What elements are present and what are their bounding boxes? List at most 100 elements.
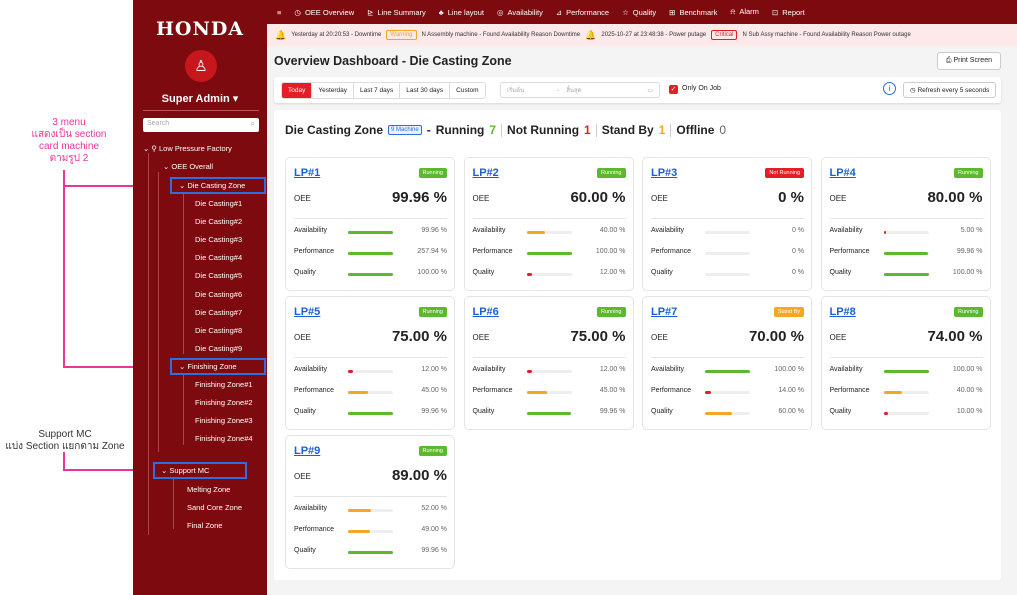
nav-item[interactable]: ⍾ Alarm — [730, 7, 759, 17]
chevron-down-icon: ⌄ — [163, 162, 170, 171]
alert-message[interactable]: N Assembly machine - Found Availability … — [421, 32, 581, 38]
user-name: Super Admin — [161, 93, 230, 105]
range-last-30-days[interactable]: Last 30 days — [400, 83, 451, 98]
tree-item-die-casting-zone[interactable]: ⌄ Die Casting Zone — [179, 181, 245, 190]
tree-item-finishing[interactable]: Finishing Zone#3 — [195, 416, 253, 425]
machine-link[interactable]: LP#3 — [651, 167, 678, 179]
alert-message[interactable]: N Sub Assy machine - Found Availability … — [742, 32, 911, 38]
divider — [294, 357, 447, 358]
oee-label: OEE — [651, 333, 668, 342]
caret-down-icon: ▾ — [232, 93, 239, 105]
nav-item[interactable]: ◎ Availability — [497, 8, 543, 17]
machine-link[interactable]: LP#6 — [472, 306, 499, 318]
tree-item-die-casting[interactable]: Die Casting#4 — [195, 253, 243, 262]
availability-bar-fill — [348, 370, 354, 373]
nav-icon: ♣ — [438, 7, 444, 17]
zone-panel: Die Casting Zone 9 Machine - Running 7 N… — [274, 110, 1001, 580]
menu-annotation: 3 menu แสดงเป็น section card machine ตาม… — [10, 117, 128, 165]
connector-line — [63, 366, 170, 368]
tree-item-factory[interactable]: ⌄ ⚲ Low Pressure Factory — [143, 144, 232, 153]
machine-card[interactable]: LP#2 Running OEE 60.00 % Availability 40.00 %… — [463, 157, 634, 291]
user-menu[interactable]: Super Admin ▾ — [133, 92, 267, 105]
nav-item[interactable]: ⊿ Performance — [556, 8, 609, 17]
nav-item[interactable]: ⊡ Report — [772, 8, 805, 17]
tree-item-die-casting[interactable]: Die Casting#3 — [195, 235, 243, 244]
nav-item[interactable]: ◷ OEE Overview — [294, 8, 354, 17]
performance-row: Performance 49.00 % — [294, 526, 447, 536]
tree-item-die-casting[interactable]: Die Casting#8 — [195, 326, 243, 335]
refresh-button[interactable]: ◷ Refresh every 5 seconds — [903, 82, 997, 98]
sidebar-search-input[interactable]: Search ⌕ — [143, 118, 259, 132]
machine-card[interactable]: LP#5 Running OEE 75.00 % Availability 12.00 %… — [285, 296, 455, 430]
nav-item[interactable]: ≡ — [277, 8, 281, 17]
sidebar: HONDA ♙ Super Admin ▾ Search ⌕ ⌄ ⚲ Low Pr… — [133, 0, 267, 595]
quality-row: Quality 12.00 % — [473, 269, 626, 279]
nav-item[interactable]: ⊞ Benchmark — [669, 8, 717, 17]
tree-item-support[interactable]: Melting Zone — [187, 485, 231, 494]
quality-value: 100.00 % — [417, 269, 447, 276]
quality-row: Quality 100.00 % — [294, 269, 447, 279]
machine-card[interactable]: LP#7 Stand By OEE 70.00 % Availability 100.00… — [642, 296, 812, 430]
tree-item-die-casting[interactable]: Die Casting#1 — [195, 199, 243, 208]
tree-item-support[interactable]: Sand Core Zone — [187, 503, 243, 512]
quality-label: Quality — [294, 408, 316, 415]
machine-link[interactable]: LP#9 — [294, 445, 321, 457]
brand-logo: HONDA — [155, 18, 245, 40]
nav-label: Quality — [632, 7, 657, 17]
availability-value: 12.00 % — [421, 366, 447, 373]
quality-bar — [705, 273, 750, 276]
nav-item[interactable]: ☆ Quality — [622, 8, 656, 17]
nav-label: Performance — [566, 7, 610, 17]
machine-link[interactable]: LP#1 — [294, 167, 321, 179]
availability-bar-fill — [348, 231, 393, 234]
quality-bar — [705, 412, 750, 415]
machine-link[interactable]: LP#8 — [829, 306, 856, 318]
tree-item-finishing-zone[interactable]: ⌄ Finishing Zone — [179, 362, 237, 371]
machine-link[interactable]: LP#5 — [294, 306, 321, 318]
machine-link[interactable]: LP#4 — [829, 167, 856, 179]
machine-card[interactable]: LP#8 Running OEE 74.00 % Availability 100.00 … — [820, 296, 991, 430]
nav-icon: ⊿ — [555, 7, 563, 17]
tree-item-die-casting[interactable]: Die Casting#9 — [195, 344, 243, 353]
print-screen-button[interactable]: ⎙ Print Screen — [936, 52, 1001, 70]
nav-item[interactable]: ♣ Line layout — [439, 8, 484, 17]
range-last-7-days[interactable]: Last 7 days — [354, 83, 401, 98]
performance-row: Performance 45.00 % — [473, 387, 626, 397]
info-icon[interactable]: i — [883, 82, 896, 95]
performance-label: Performance — [472, 248, 513, 255]
nav-item[interactable]: ⊵ Line Summary — [367, 8, 426, 17]
machine-card[interactable]: LP#6 Running OEE 75.00 % Availability 12.00 %… — [463, 296, 634, 430]
standby-count: 1 — [658, 123, 666, 137]
tree-item-support-mc[interactable]: ⌄ Support MC — [161, 466, 209, 475]
tree-item-die-casting[interactable]: Die Casting#2 — [195, 217, 243, 226]
performance-value: 257.94 % — [417, 248, 447, 255]
machine-card[interactable]: LP#9 Running OEE 89.00 % Availability 52.00 %… — [285, 435, 455, 569]
oee-label: OEE — [829, 333, 847, 342]
tree-item-oee-overall[interactable]: ⌄ OEE Overall — [163, 162, 213, 171]
performance-row: Performance 45.00 % — [294, 387, 447, 397]
tree-item-finishing[interactable]: Finishing Zone#2 — [195, 398, 253, 407]
tree-item-finishing[interactable]: Finishing Zone#4 — [195, 434, 253, 443]
range-today[interactable]: Today — [282, 83, 313, 98]
avatar[interactable]: ♙ — [185, 50, 217, 82]
tree-item-die-casting[interactable]: Die Casting#6 — [195, 290, 243, 299]
machine-link[interactable]: LP#7 — [651, 306, 678, 318]
only-on-job-checkbox[interactable]: ✓ — [669, 85, 678, 94]
tree-item-die-casting[interactable]: Die Casting#5 — [195, 271, 243, 280]
date-range-input[interactable]: เริ่มต้น → สิ้นสุด ▭ — [500, 82, 660, 98]
availability-label: Availability — [651, 366, 684, 373]
quality-bar-fill — [526, 412, 572, 415]
tree-item-support[interactable]: Final Zone — [187, 521, 223, 530]
annotation-line: card machine — [38, 141, 100, 152]
machine-card[interactable]: LP#1 Running OEE 99.96 % Availability 99.96 %… — [285, 157, 455, 291]
machine-card[interactable]: LP#4 Running OEE 80.00 % Availability 5.00 % P… — [820, 157, 991, 291]
tree-item-finishing[interactable]: Finishing Zone#1 — [195, 380, 253, 389]
range-custom[interactable]: Custom — [456, 87, 479, 94]
machine-card[interactable]: LP#3 Not Running OEE 0 % Availability 0 % Perf… — [642, 157, 812, 291]
connector-line — [63, 452, 65, 471]
tree-item-die-casting[interactable]: Die Casting#7 — [195, 308, 243, 317]
machine-link[interactable]: LP#2 — [472, 167, 499, 179]
highlight-box — [170, 177, 266, 194]
range-yesterday[interactable]: Yesterday — [312, 83, 355, 98]
performance-row: Performance 100.00 % — [473, 248, 626, 258]
